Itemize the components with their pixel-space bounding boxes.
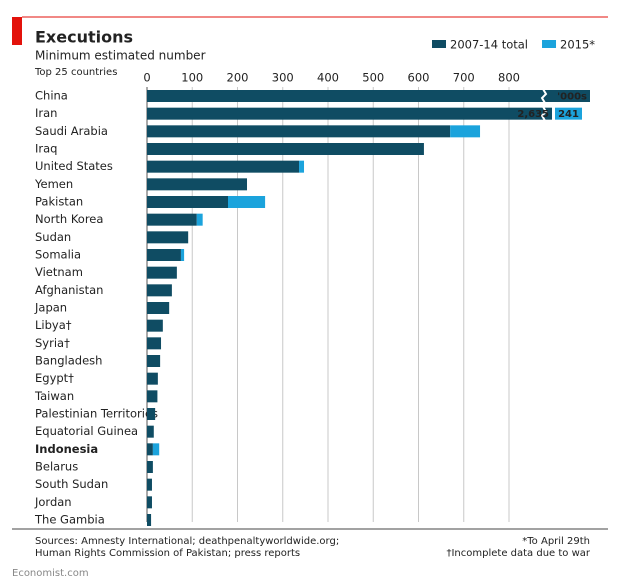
bar xyxy=(147,213,197,226)
x-tick-label: 400 xyxy=(317,71,339,85)
category-label: Pakistan xyxy=(35,195,83,209)
category-label: United States xyxy=(35,159,113,173)
note: Top 25 countries xyxy=(34,67,117,78)
category-label: Somalia xyxy=(35,248,81,262)
bar xyxy=(180,249,185,261)
bar xyxy=(196,213,203,226)
category-label: Saudi Arabia xyxy=(35,124,108,138)
axis-break xyxy=(540,88,548,104)
bar xyxy=(147,337,162,350)
subtitle: Minimum estimated number xyxy=(35,49,206,63)
x-tick-label: 0 xyxy=(143,71,150,85)
bar xyxy=(147,107,552,120)
category-label: Equatorial Guinea xyxy=(35,424,138,438)
bar xyxy=(555,107,582,120)
category-label: Yemen xyxy=(34,177,73,191)
category-label: Indonesia xyxy=(35,442,98,456)
bar xyxy=(147,90,590,102)
chart-title: Executions xyxy=(35,28,133,47)
category-label: Sudan xyxy=(35,230,71,244)
category-label: Bangladesh xyxy=(35,354,102,368)
bar xyxy=(147,514,152,526)
red-tab xyxy=(12,17,22,45)
category-label: Belarus xyxy=(35,460,78,474)
category-label: Japan xyxy=(34,301,67,315)
credit: Economist.com xyxy=(12,568,89,579)
category-label: Palestinian Territories xyxy=(35,407,158,421)
category-label: China xyxy=(35,89,68,103)
category-label: South Sudan xyxy=(35,477,108,491)
bar xyxy=(147,284,172,297)
x-tick-label: 200 xyxy=(227,71,249,85)
category-label: Syria† xyxy=(35,336,70,350)
footnote: *To April 29th xyxy=(522,536,590,547)
value-label: '000s xyxy=(557,92,587,103)
x-tick-label: 600 xyxy=(408,71,430,85)
category-label: North Korea xyxy=(35,212,103,226)
value-label: 241 xyxy=(558,109,579,120)
category-label: The Gambia xyxy=(34,513,105,527)
bar xyxy=(147,302,170,314)
source: Human Rights Commission of Pakistan; pre… xyxy=(35,548,300,559)
legend-swatch xyxy=(432,40,446,48)
x-tick-label: 500 xyxy=(362,71,384,85)
bar xyxy=(147,461,153,473)
axis-break xyxy=(540,106,548,122)
bar xyxy=(299,160,305,173)
bar xyxy=(147,443,153,456)
bar xyxy=(147,231,189,244)
bar xyxy=(147,372,158,385)
x-tick-label: 100 xyxy=(181,71,203,85)
legend-label: 2007-14 total xyxy=(450,38,528,52)
footnote: †Incomplete data due to war xyxy=(446,548,590,559)
bar xyxy=(147,266,177,279)
bar xyxy=(147,125,451,138)
bar xyxy=(147,249,181,261)
bar xyxy=(147,425,154,438)
bar xyxy=(152,443,160,456)
category-label: Vietnam xyxy=(35,265,83,279)
bar xyxy=(227,196,266,208)
category-label: Iraq xyxy=(35,142,57,156)
bar xyxy=(450,125,481,138)
bar xyxy=(147,478,152,491)
bar xyxy=(147,390,158,403)
bar xyxy=(147,355,161,367)
category-label: Taiwan xyxy=(34,389,74,403)
legend-label: 2015* xyxy=(560,38,595,52)
legend-swatch xyxy=(542,40,557,48)
x-tick-label: 700 xyxy=(453,71,475,85)
bar xyxy=(147,496,152,509)
bar xyxy=(147,143,424,155)
category-label: Libya† xyxy=(35,318,72,332)
category-label: Jordan xyxy=(34,495,72,509)
value-label: 2,635 xyxy=(517,109,549,120)
source: Sources: Amnesty International; deathpen… xyxy=(35,536,339,547)
bar xyxy=(147,178,248,191)
category-label: Egypt† xyxy=(35,371,74,385)
bar xyxy=(147,408,156,420)
bar xyxy=(147,319,163,332)
category-label: Afghanistan xyxy=(35,283,103,297)
bar xyxy=(147,196,228,208)
category-label: Iran xyxy=(35,106,57,120)
x-tick-label: 300 xyxy=(272,71,294,85)
bar xyxy=(147,160,300,173)
x-tick-label: 800 xyxy=(498,71,520,85)
